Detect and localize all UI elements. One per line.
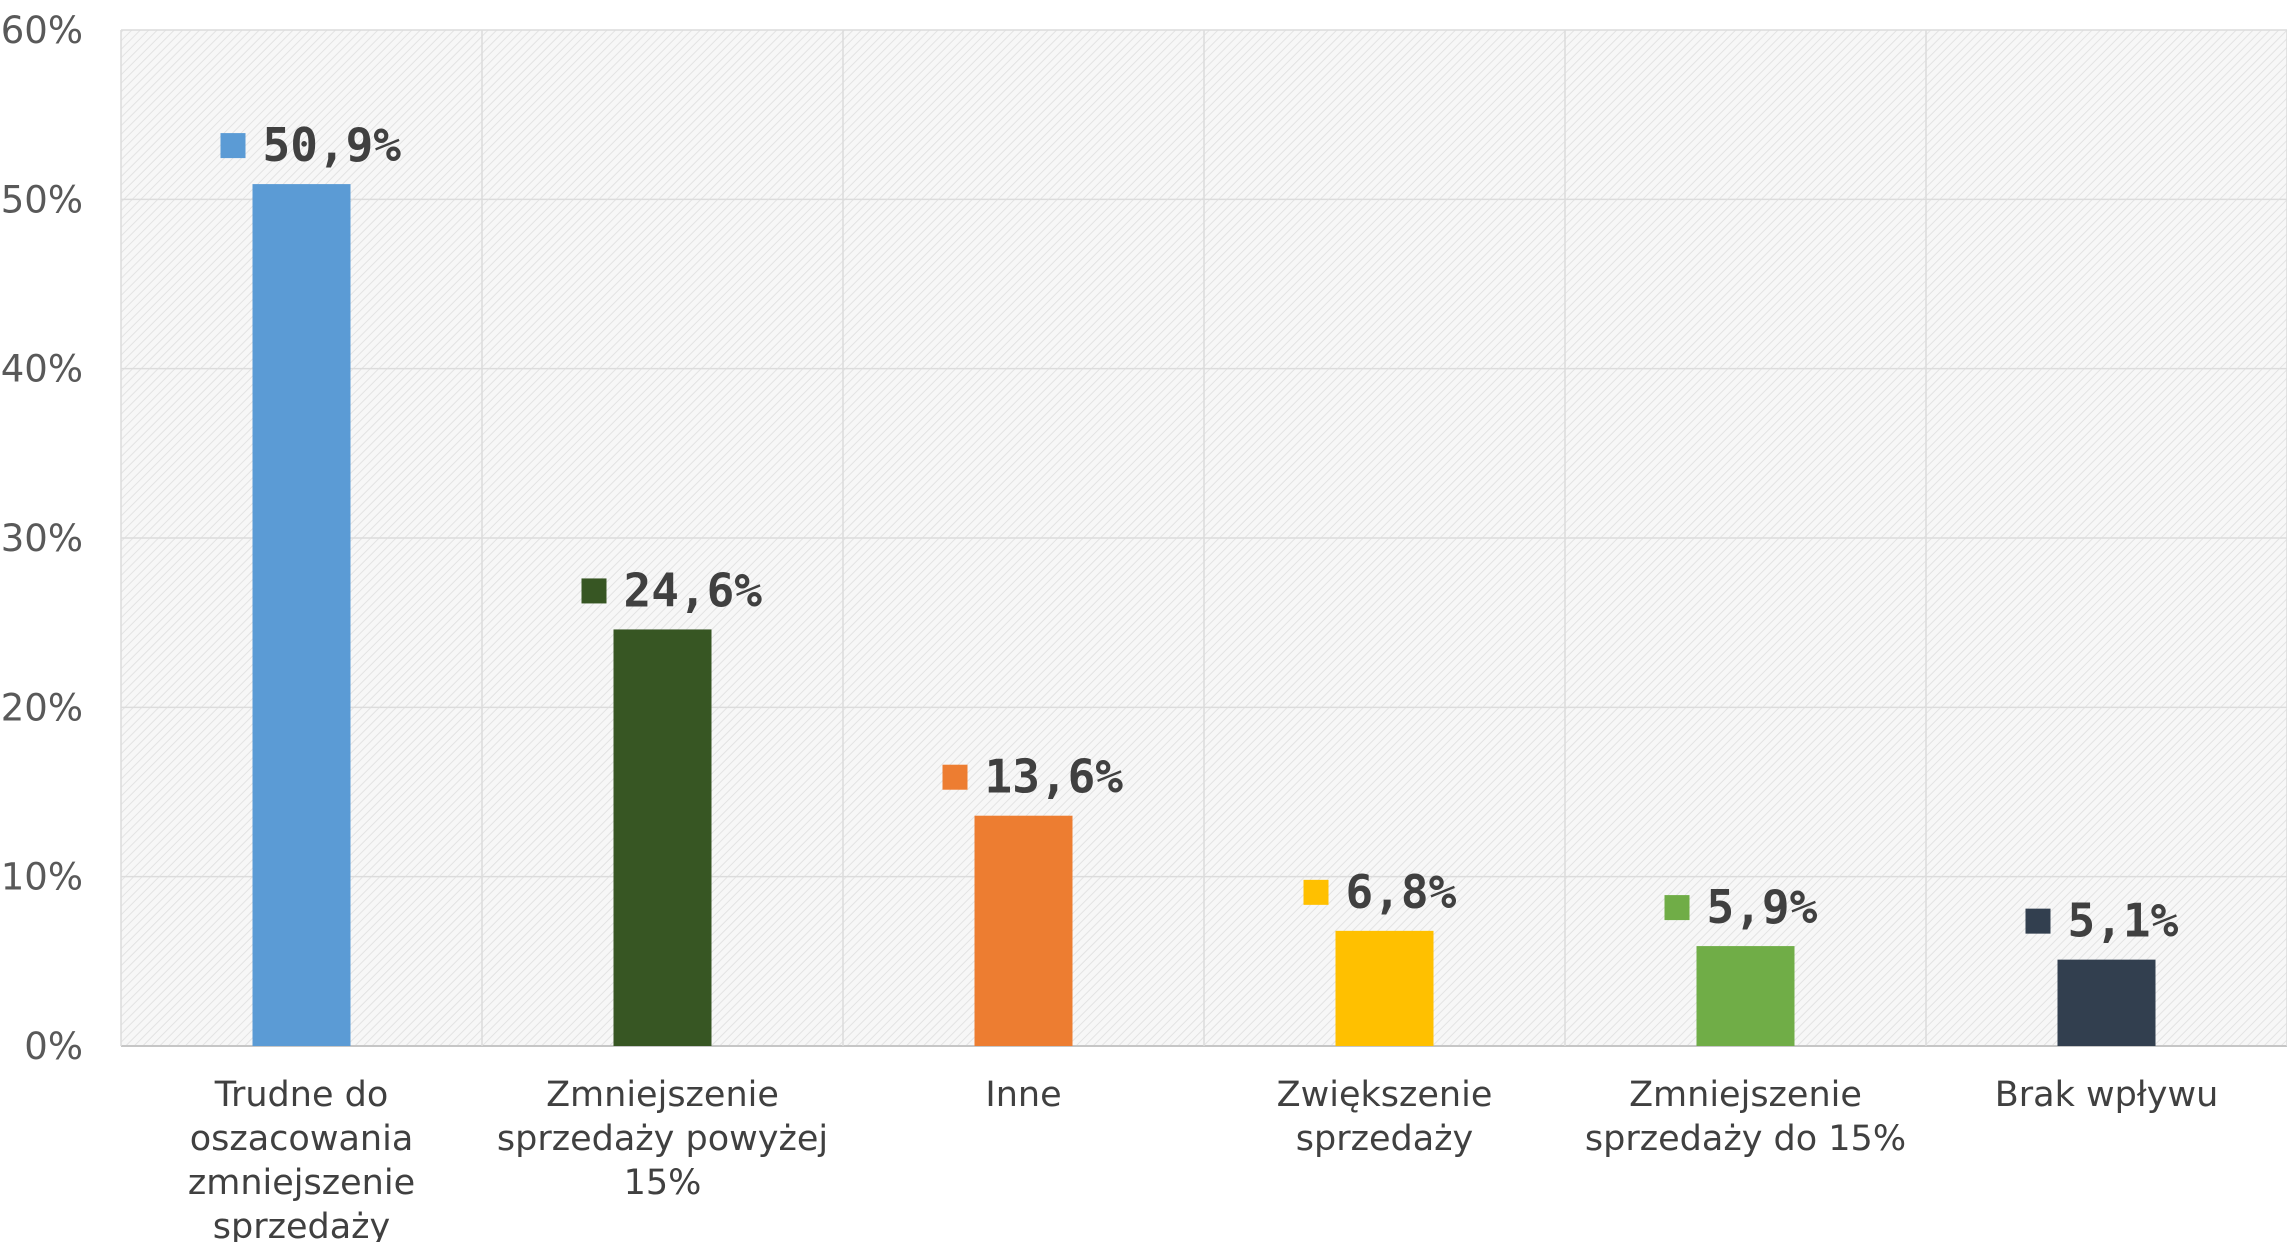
bar — [2057, 959, 2156, 1046]
bar — [613, 629, 712, 1046]
data-label-key — [2025, 908, 2051, 934]
x-tick-label: Zmniejszenie sprzedaży powyżej 15% — [497, 1075, 828, 1203]
gridlines — [120, 29, 2287, 1047]
data-label: 5,9% — [1707, 880, 1818, 934]
y-tick-label: 60% — [1, 9, 83, 52]
data-label-key — [1303, 879, 1329, 905]
x-tick-label: Zwiększenie sprzedaży — [1277, 1075, 1493, 1159]
y-tick-label: 30% — [1, 517, 83, 560]
bar — [252, 184, 351, 1047]
y-tick-label: 10% — [1, 856, 83, 899]
bar — [1335, 930, 1434, 1046]
data-label-key — [220, 133, 246, 159]
y-axis-ticks: 0% 10% 20% 30% 40% 50% 60% — [1, 9, 83, 1068]
y-tick-label: 20% — [1, 686, 83, 729]
data-label: 6,8% — [1346, 865, 1457, 919]
bars — [252, 184, 2156, 1047]
data-labels: 50,9% 24,6% 13,6% 6,8% 5,9% 5,1% — [220, 118, 2179, 948]
bar — [974, 815, 1073, 1046]
x-tick-label: Brak wpływu — [1995, 1075, 2219, 1115]
bar — [1696, 946, 1795, 1046]
data-label: 13,6% — [985, 750, 1124, 804]
x-tick-label: Zmniejszenie sprzedaży do 15% — [1585, 1075, 1906, 1159]
data-label-key — [581, 578, 607, 604]
x-axis-categories: Trudne do oszacowania zmniejszenie sprzedaż… — [188, 1075, 2218, 1242]
x-tick-label: Inne — [985, 1075, 1061, 1115]
data-label: 24,6% — [624, 563, 763, 617]
data-label: 50,9% — [263, 118, 402, 172]
data-label-key — [942, 764, 968, 790]
x-tick-label: Trudne do oszacowania zmniejszenie sprzedaż… — [188, 1075, 415, 1242]
data-label-key — [1664, 895, 1690, 921]
y-tick-label: 50% — [1, 178, 83, 221]
y-tick-label: 40% — [1, 348, 83, 391]
y-tick-label: 0% — [24, 1025, 83, 1068]
data-label: 5,1% — [2068, 894, 2179, 948]
